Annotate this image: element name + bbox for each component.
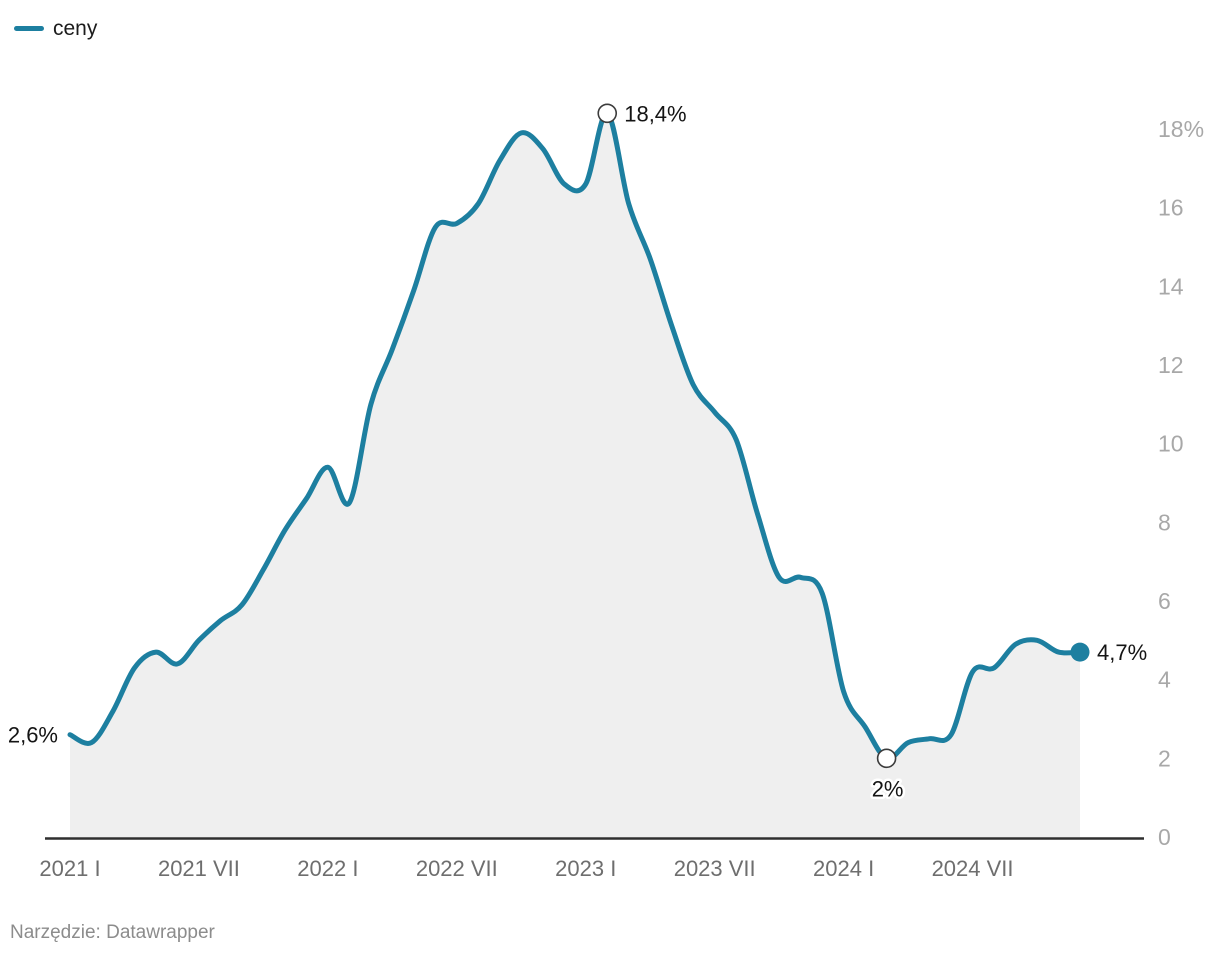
y-axis-tick-label: 4 xyxy=(1158,667,1171,693)
legend: ceny xyxy=(14,18,97,39)
annotation-start-value: 2,6% xyxy=(8,723,58,748)
annotation-latest-value-marker xyxy=(1070,642,1090,662)
x-axis-tick-label: 2023 VII xyxy=(674,856,756,881)
annotation-latest-value: 4,7% xyxy=(1097,640,1147,665)
annotation-trough-value-marker xyxy=(876,748,897,769)
x-axis-tick-label: 2022 I xyxy=(297,856,358,881)
y-axis-tick-label: 2 xyxy=(1158,745,1171,771)
area-fill xyxy=(70,113,1080,838)
y-axis-tick-label: 18% xyxy=(1158,116,1204,142)
x-axis-tick-label: 2023 I xyxy=(555,856,616,881)
annotation-peak-value: 18,4% xyxy=(624,101,686,126)
y-axis-tick-label: 8 xyxy=(1158,509,1171,535)
legend-series-label: ceny xyxy=(53,17,98,40)
x-axis-tick-label: 2024 VII xyxy=(932,856,1014,881)
y-axis-tick-label: 0 xyxy=(1158,824,1171,850)
x-axis-tick-label: 2022 VII xyxy=(416,856,498,881)
attribution-text: Narzędzie: Datawrapper xyxy=(10,922,215,943)
y-axis-tick-label: 12 xyxy=(1158,352,1184,378)
x-axis-tick-label: 2021 I xyxy=(39,856,100,881)
x-axis-tick-label: 2021 VII xyxy=(158,856,240,881)
y-axis-tick-label: 16 xyxy=(1158,195,1184,221)
data-line xyxy=(67,110,1083,762)
x-axis-tick-label: 2024 I xyxy=(813,856,874,881)
y-axis-tick-label: 14 xyxy=(1158,273,1184,299)
legend-line-swatch xyxy=(14,26,44,31)
annotation-peak-value-marker xyxy=(597,103,618,124)
y-axis-tick-label: 6 xyxy=(1158,588,1171,614)
y-axis-tick-label: 10 xyxy=(1158,431,1184,457)
annotation-trough-value: 2% xyxy=(872,776,904,801)
